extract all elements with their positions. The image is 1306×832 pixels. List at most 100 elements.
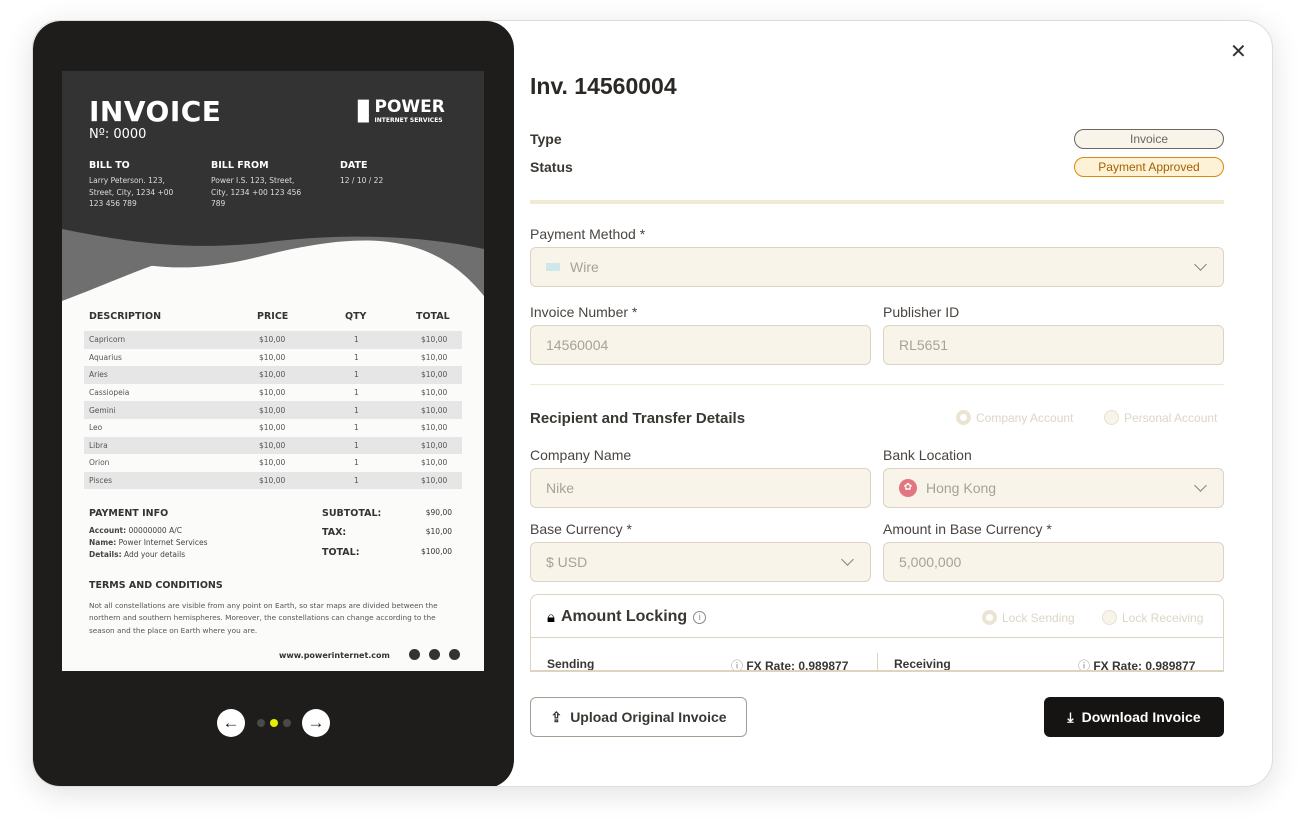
cell: 1 bbox=[354, 440, 359, 450]
prev-page-button[interactable]: ← bbox=[217, 709, 245, 737]
publisher-id-input[interactable]: RL5651 bbox=[883, 325, 1224, 365]
fx-rate-value: FX Rate: 0.989877 bbox=[746, 659, 849, 672]
v: $10,00 bbox=[425, 527, 452, 536]
invoice-document: INVOICE Nº: 0000 ▮ POWER INTERNET SERVIC… bbox=[62, 71, 484, 671]
info-icon: ⓘ bbox=[731, 659, 747, 672]
download-invoice-button[interactable]: ⤓ Download Invoice bbox=[1044, 697, 1224, 737]
items-table: Capricorn $10,00 1 $10,00 Aquarius $10,00 1 $10… bbox=[84, 331, 462, 490]
col-description: DESCRIPTION bbox=[89, 311, 162, 322]
cell: Capricorn bbox=[89, 335, 126, 345]
bank-location-label: Bank Location bbox=[883, 447, 972, 463]
cell: 1 bbox=[354, 458, 359, 468]
company-account-radio[interactable]: Company Account bbox=[956, 410, 1073, 425]
cell: Cassiopeia bbox=[89, 388, 130, 398]
base-currency-select[interactable]: $ USD bbox=[530, 542, 871, 582]
status-badge: Payment Approved bbox=[1074, 157, 1224, 177]
cell: 1 bbox=[354, 370, 359, 380]
cell: 1 bbox=[354, 423, 359, 433]
amount-locking-panel: 🔒︎ Amount Locking i Lock Sending Lock Re… bbox=[530, 594, 1224, 672]
info-icon[interactable]: i bbox=[693, 610, 707, 624]
page-dot-2-active[interactable] bbox=[270, 719, 278, 727]
radio-icon bbox=[1102, 610, 1117, 625]
receiving-label: Receiving bbox=[894, 657, 951, 671]
upload-original-invoice-button[interactable]: ⇪ Upload Original Invoice bbox=[530, 697, 747, 737]
page-dot-1[interactable] bbox=[257, 719, 265, 727]
table-row: Aries $10,00 1 $10,00 bbox=[84, 366, 462, 384]
cell: $10,00 bbox=[259, 440, 286, 450]
cell: Aries bbox=[89, 370, 108, 380]
amount-label: Amount in Base Currency * bbox=[883, 521, 1052, 537]
doc-title: INVOICE bbox=[89, 95, 222, 128]
radio-icon bbox=[956, 410, 971, 425]
chevron-down-icon bbox=[841, 553, 854, 566]
cell: $10,00 bbox=[421, 335, 448, 345]
company-name-label: Company Name bbox=[530, 447, 632, 463]
table-row: Gemini $10,00 1 $10,00 bbox=[84, 401, 462, 419]
lock-receiving-radio[interactable]: Lock Receiving bbox=[1102, 610, 1203, 625]
cell: Pisces bbox=[89, 476, 112, 486]
company-name-value: Nike bbox=[546, 480, 575, 496]
page-dot-3[interactable] bbox=[283, 719, 291, 727]
k: Account: bbox=[89, 526, 127, 535]
sending-label: Sending bbox=[547, 657, 595, 671]
bill-from-label: BILL FROM bbox=[211, 160, 269, 171]
invoice-modal: INVOICE Nº: 0000 ▮ POWER INTERNET SERVIC… bbox=[32, 20, 1273, 787]
cell: $10,00 bbox=[421, 458, 448, 468]
cell: Libra bbox=[89, 440, 108, 450]
line: Street, City, 1234 +00 bbox=[89, 187, 174, 197]
bank-location-value: Hong Kong bbox=[926, 480, 997, 496]
cell: $10,00 bbox=[421, 405, 448, 415]
chevron-down-icon bbox=[1194, 258, 1207, 271]
base-currency-value: $ USD bbox=[546, 554, 588, 570]
radio-label: Lock Sending bbox=[1002, 610, 1075, 625]
logo-name: POWER bbox=[374, 96, 445, 117]
close-button[interactable]: ✕ bbox=[1230, 39, 1247, 64]
v: Add your details bbox=[121, 550, 186, 559]
invoice-details-panel: ✕ Inv. 14560004 Type Invoice Status Paym… bbox=[530, 21, 1272, 786]
company-logo: ▮ POWER INTERNET SERVICES bbox=[355, 92, 445, 127]
terms-label: TERMS AND CONDITIONS bbox=[89, 580, 223, 591]
status-label: Status bbox=[530, 159, 573, 175]
cell: $10,00 bbox=[421, 476, 448, 486]
payment-info-label: PAYMENT INFO bbox=[89, 508, 169, 519]
bank-location-select[interactable]: ✿ Hong Kong bbox=[883, 468, 1224, 508]
invoice-number-value: 14560004 bbox=[546, 337, 609, 353]
v: $100,00 bbox=[420, 547, 452, 556]
table-row: Orion $10,00 1 $10,00 bbox=[84, 454, 462, 472]
upload-label: Upload Original Invoice bbox=[570, 709, 727, 725]
table-row: Leo $10,00 1 $10,00 bbox=[84, 419, 462, 437]
k: Name: bbox=[89, 538, 117, 547]
line: 789 bbox=[211, 199, 226, 208]
personal-account-radio[interactable]: Personal Account bbox=[1104, 410, 1217, 425]
invoice-number-input[interactable]: 14560004 bbox=[530, 325, 871, 365]
bill-from: BILL FROM Power I.S. 123, Street, City, 1… bbox=[211, 160, 301, 210]
type-badge: Invoice bbox=[1074, 129, 1224, 149]
lock-sending-radio[interactable]: Lock Sending bbox=[982, 610, 1075, 625]
payment-method-select[interactable]: Wire bbox=[530, 247, 1224, 287]
date-label: DATE bbox=[340, 160, 368, 171]
company-name-input[interactable]: Nike bbox=[530, 468, 871, 508]
k: Details: bbox=[89, 550, 122, 559]
download-icon: ⤓ bbox=[1067, 708, 1074, 725]
info-icon: ⓘ bbox=[1078, 659, 1094, 672]
type-label: Type bbox=[530, 131, 562, 147]
date: DATE 12 / 10 / 22 bbox=[340, 160, 383, 187]
cell: 1 bbox=[354, 335, 359, 345]
cell: $10,00 bbox=[259, 405, 286, 415]
publisher-id-value: RL5651 bbox=[899, 337, 949, 353]
table-row: Pisces $10,00 1 $10,00 bbox=[84, 471, 462, 490]
arrow-right-icon: → bbox=[307, 713, 325, 732]
amount-input[interactable]: 5,000,000 bbox=[883, 542, 1224, 582]
next-page-button[interactable]: → bbox=[302, 709, 330, 737]
totals: SUBTOTAL: $90,00 TAX: $10,00 TOTAL: $100,00 bbox=[322, 508, 452, 558]
close-icon: ✕ bbox=[1230, 41, 1247, 63]
v: Power Internet Services bbox=[116, 538, 208, 547]
social-icons bbox=[409, 649, 460, 660]
cell: Orion bbox=[89, 458, 110, 468]
bill-to: BILL TO Larry Peterson. 123, Street, City… bbox=[89, 160, 173, 210]
table-row: Capricorn $10,00 1 $10,00 bbox=[84, 331, 462, 349]
payment-info: PAYMENT INFO Account: 00000000 A/C Name:… bbox=[89, 508, 207, 561]
cell: $10,00 bbox=[259, 458, 286, 468]
payment-method-label: Payment Method * bbox=[530, 226, 646, 242]
line: City, 1234 +00 123 456 bbox=[211, 187, 302, 197]
